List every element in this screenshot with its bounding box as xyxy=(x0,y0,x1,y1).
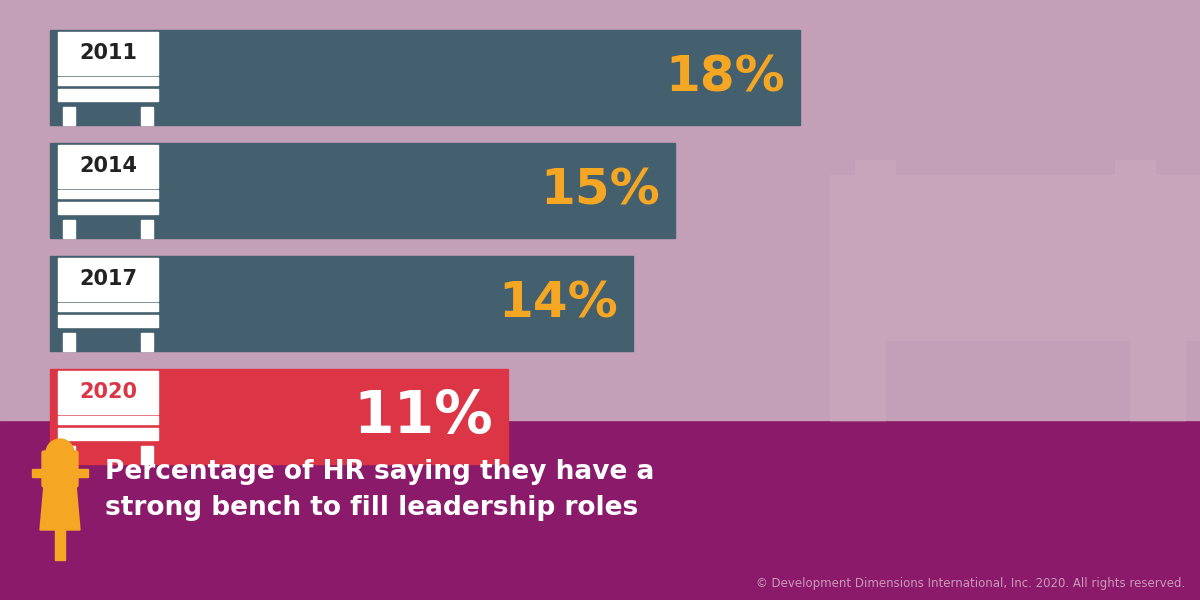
Bar xyxy=(58,428,158,440)
Bar xyxy=(58,314,158,326)
Text: 2020: 2020 xyxy=(79,382,137,402)
Bar xyxy=(830,175,1200,305)
Bar xyxy=(64,107,74,125)
Bar xyxy=(58,77,158,85)
Bar xyxy=(50,256,634,351)
Bar xyxy=(830,305,1200,340)
Bar xyxy=(142,332,154,350)
Bar xyxy=(0,0,1200,420)
Bar xyxy=(58,32,158,74)
Polygon shape xyxy=(40,485,80,530)
Bar xyxy=(0,420,1200,600)
Bar xyxy=(142,107,154,125)
Bar xyxy=(142,446,154,464)
Bar xyxy=(50,143,674,238)
Bar xyxy=(58,202,158,214)
Bar xyxy=(50,369,509,464)
Bar xyxy=(854,160,895,305)
Text: 2011: 2011 xyxy=(79,43,137,63)
Bar xyxy=(58,302,158,311)
Bar xyxy=(64,446,74,464)
Bar xyxy=(58,145,158,188)
Bar xyxy=(74,469,88,477)
Bar xyxy=(50,30,800,125)
Text: © Development Dimensions International, Inc. 2020. All rights reserved.: © Development Dimensions International, … xyxy=(756,577,1186,590)
Bar xyxy=(1115,160,1154,305)
Text: 2014: 2014 xyxy=(79,156,137,176)
Bar xyxy=(142,220,154,238)
Bar xyxy=(58,190,158,197)
Text: Percentage of HR saying they have a
strong bench to fill leadership roles: Percentage of HR saying they have a stro… xyxy=(106,459,654,521)
Bar xyxy=(55,528,65,560)
Bar xyxy=(64,220,74,238)
Bar xyxy=(64,332,74,350)
Bar xyxy=(58,416,158,424)
FancyBboxPatch shape xyxy=(42,451,78,487)
Bar xyxy=(58,89,158,101)
Bar xyxy=(32,469,46,477)
Bar xyxy=(58,258,158,301)
Circle shape xyxy=(46,439,74,467)
Bar xyxy=(830,340,886,420)
Bar xyxy=(58,371,158,413)
Bar xyxy=(1130,340,1186,420)
Text: 15%: 15% xyxy=(540,166,660,214)
Text: 11%: 11% xyxy=(354,388,493,445)
Text: 2017: 2017 xyxy=(79,269,137,289)
Text: 14%: 14% xyxy=(498,280,618,328)
Text: 18%: 18% xyxy=(665,53,785,101)
